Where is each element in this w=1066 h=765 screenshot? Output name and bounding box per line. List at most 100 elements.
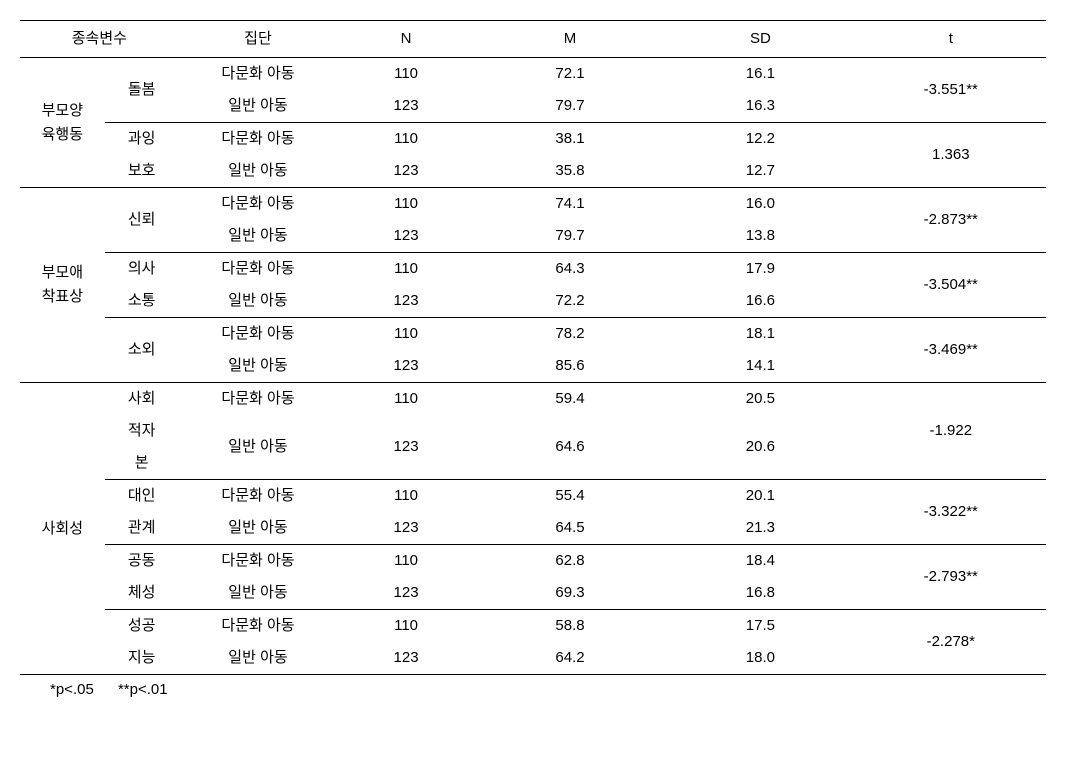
n-cell: 123 [337,512,475,545]
subscale-label: 지능 [105,642,179,675]
sd-cell: 12.2 [665,123,855,156]
t-cell: -3.469** [856,318,1046,383]
subscale-label: 의사 [105,253,179,286]
table-row: 사회성사회다문화 아동11059.420.5-1.922 [20,383,1046,416]
group-cell: 다문화 아동 [179,318,338,351]
group-cell: 일반 아동 [179,155,338,188]
sd-cell: 17.5 [665,610,855,643]
group-cell: 일반 아동 [179,285,338,318]
subscale-label: 대인 [105,480,179,513]
table-footnote: *p<.05 **p<.01 [20,675,1046,698]
group-cell: 일반 아동 [179,642,338,675]
header-t: t [856,21,1046,58]
t-cell: -3.322** [856,480,1046,545]
t-cell: -1.922 [856,383,1046,480]
sd-cell: 21.3 [665,512,855,545]
sd-cell: 17.9 [665,253,855,286]
t-cell: -2.793** [856,545,1046,610]
n-cell: 110 [337,545,475,578]
n-cell: 110 [337,383,475,416]
statistics-table-container: 종속변수 집단 N M SD t 부모양육행동돌봄다문화 아동11072.116… [20,20,1046,698]
table-row: 소외다문화 아동11078.218.1-3.469** [20,318,1046,351]
sd-cell: 14.1 [665,350,855,383]
group-cell: 다문화 아동 [179,188,338,221]
m-cell: 64.3 [475,253,665,286]
t-cell: -3.504** [856,253,1046,318]
m-cell: 85.6 [475,350,665,383]
table-row: 의사다문화 아동11064.317.9-3.504** [20,253,1046,286]
category-label: 부모양육행동 [20,58,105,188]
m-cell: 62.8 [475,545,665,578]
subscale-label: 관계 [105,512,179,545]
m-cell: 64.6 [475,415,665,480]
m-cell: 64.5 [475,512,665,545]
subscale-label: 보호 [105,155,179,188]
subscale-label: 돌봄 [105,58,179,123]
table-header-row: 종속변수 집단 N M SD t [20,21,1046,58]
t-cell: -2.278* [856,610,1046,675]
footnote-p01: **p<.01 [118,681,168,698]
table-row: 공동다문화 아동11062.818.4-2.793** [20,545,1046,578]
subscale-label: 체성 [105,577,179,610]
group-cell: 다문화 아동 [179,253,338,286]
subscale-label: 과잉 [105,123,179,156]
n-cell: 123 [337,155,475,188]
group-cell: 일반 아동 [179,220,338,253]
sd-cell: 16.8 [665,577,855,610]
sd-cell: 13.8 [665,220,855,253]
subscale-label: 소외 [105,318,179,383]
subscale-label: 적자 [105,415,179,447]
subscale-label: 소통 [105,285,179,318]
n-cell: 123 [337,415,475,480]
table-row: 과잉다문화 아동11038.112.21.363 [20,123,1046,156]
n-cell: 123 [337,90,475,123]
n-cell: 123 [337,285,475,318]
category-label: 부모애착표상 [20,188,105,383]
header-dependent-var: 종속변수 [20,21,179,58]
m-cell: 79.7 [475,90,665,123]
sd-cell: 20.1 [665,480,855,513]
subscale-label: 사회 [105,383,179,416]
m-cell: 59.4 [475,383,665,416]
t-cell: 1.363 [856,123,1046,188]
m-cell: 72.1 [475,58,665,91]
sd-cell: 16.1 [665,58,855,91]
m-cell: 38.1 [475,123,665,156]
n-cell: 110 [337,188,475,221]
m-cell: 79.7 [475,220,665,253]
sd-cell: 12.7 [665,155,855,188]
header-sd: SD [665,21,855,58]
m-cell: 58.8 [475,610,665,643]
group-cell: 일반 아동 [179,90,338,123]
m-cell: 72.2 [475,285,665,318]
m-cell: 78.2 [475,318,665,351]
category-label: 사회성 [20,383,105,675]
group-cell: 다문화 아동 [179,123,338,156]
n-cell: 110 [337,480,475,513]
subscale-label: 성공 [105,610,179,643]
group-cell: 일반 아동 [179,577,338,610]
m-cell: 64.2 [475,642,665,675]
table-row: 성공다문화 아동11058.817.5-2.278* [20,610,1046,643]
sd-cell: 20.5 [665,383,855,416]
group-cell: 일반 아동 [179,350,338,383]
sd-cell: 16.0 [665,188,855,221]
group-cell: 다문화 아동 [179,383,338,416]
t-cell: -2.873** [856,188,1046,253]
sd-cell: 18.1 [665,318,855,351]
n-cell: 110 [337,123,475,156]
table-row: 대인다문화 아동11055.420.1-3.322** [20,480,1046,513]
sd-cell: 18.0 [665,642,855,675]
header-m: M [475,21,665,58]
n-cell: 110 [337,610,475,643]
footnote-p05: *p<.05 [50,681,94,698]
n-cell: 123 [337,577,475,610]
subscale-label: 공동 [105,545,179,578]
group-cell: 일반 아동 [179,415,338,480]
subscale-label: 본 [105,447,179,480]
statistics-table: 종속변수 집단 N M SD t 부모양육행동돌봄다문화 아동11072.116… [20,20,1046,675]
n-cell: 110 [337,58,475,91]
sd-cell: 18.4 [665,545,855,578]
sd-cell: 20.6 [665,415,855,480]
sd-cell: 16.6 [665,285,855,318]
